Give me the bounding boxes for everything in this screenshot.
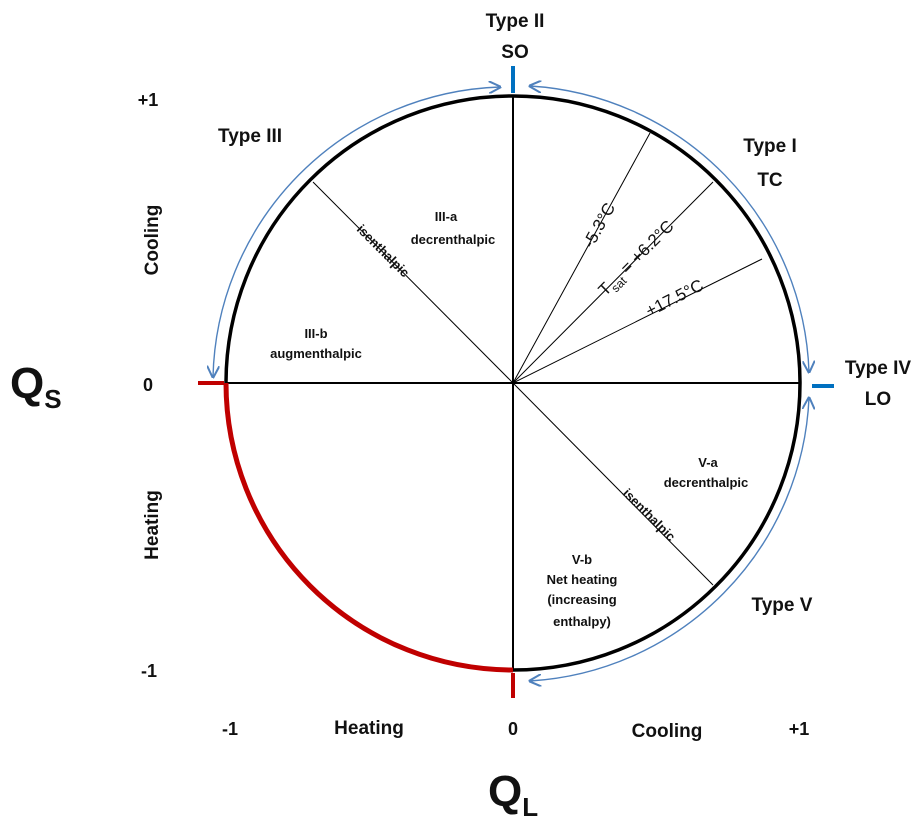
heating-circle-arc	[223, 382, 514, 673]
x-tick-0: 0	[508, 719, 518, 739]
region-v-b-line2: Net heating	[547, 572, 618, 587]
type-v-arrow	[530, 398, 809, 681]
x-tick-plus-1: +1	[789, 719, 810, 739]
type-i-label-line1: Type I	[743, 136, 797, 157]
y-label-heating: Heating	[142, 490, 163, 560]
x-label-heating: Heating	[334, 718, 404, 739]
type-iii-label: Type III	[218, 126, 282, 147]
temp-label-17-5: +17.5°C	[643, 276, 707, 321]
isenthalpic-label-upper: isenthalpic	[354, 222, 413, 281]
isenthalpic-label-lower: isenthalpic	[620, 486, 679, 545]
y-tick-plus-1: +1	[138, 90, 159, 110]
y-tick-minus-1: -1	[141, 661, 157, 681]
type-i-label-line2: TC	[757, 170, 783, 191]
type-i-arrow	[530, 86, 809, 372]
region-iii-b-line2: augmenthalpic	[270, 346, 362, 361]
type-iv-label-line2: LO	[865, 389, 891, 410]
region-iii-b-line1: III-b	[304, 326, 327, 341]
region-v-b-line1: V-b	[572, 552, 592, 567]
temp-line-17-5	[512, 258, 763, 384]
temp-label-minus-5-3: -5.3°C	[579, 200, 619, 252]
type-iii-arrow	[213, 87, 500, 377]
x-tick-minus-1: -1	[222, 719, 238, 739]
region-v-b-line3: (increasing	[547, 592, 616, 607]
y-tick-0: 0	[143, 375, 153, 395]
x-axis-title: QL	[488, 767, 538, 820]
y-label-cooling: Cooling	[142, 205, 163, 276]
region-v-b-line4: enthalpy)	[553, 614, 611, 629]
y-axis-title: QS	[10, 359, 62, 414]
region-iii-a-line2: decrenthalpic	[411, 232, 496, 247]
type-v-label: Type V	[752, 595, 813, 616]
region-v-a-line2: decrenthalpic	[664, 475, 749, 490]
type-ii-label-line2: SO	[501, 42, 528, 63]
type-iv-label-line1: Type IV	[845, 358, 911, 379]
type-ii-label-line1: Type II	[486, 11, 545, 32]
x-label-cooling: Cooling	[632, 721, 703, 742]
region-iii-a-line1: III-a	[435, 209, 458, 224]
region-v-a-line1: V-a	[698, 455, 718, 470]
